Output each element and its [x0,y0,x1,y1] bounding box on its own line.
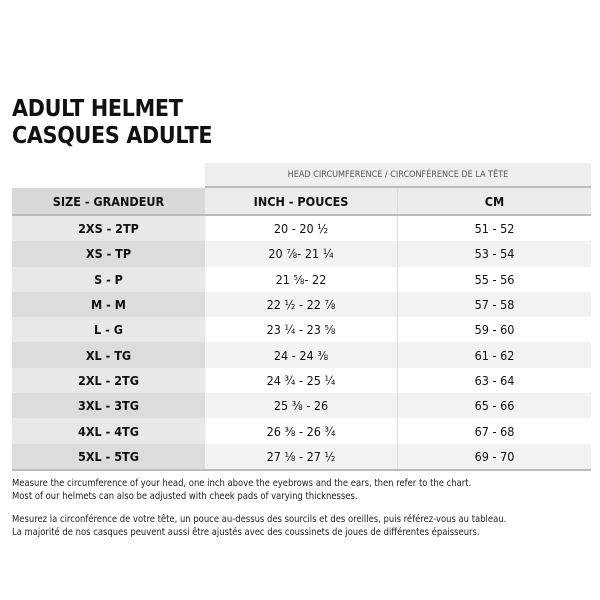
cell-size: 4XL - 4TG [12,418,205,444]
cell-inch: 23 ¼ - 23 ⅝ [205,317,398,343]
cell-cm: 67 - 68 [398,418,591,444]
note-fr-1: Mesurez la circonférence de votre tête, … [12,514,507,525]
notes: Measure the circumference of your head, … [12,478,506,550]
cell-size: 3XL - 3TG [12,393,205,419]
cell-size: 5XL - 5TG [12,443,205,469]
size-chart-table: HEAD CIRCUMFERENCE / CIRCONFÉRENCE DE LA… [12,163,591,471]
cell-size: XL - TG [12,342,205,368]
cell-cm: 57 - 58 [398,291,591,318]
cell-cm: 61 - 62 [398,342,591,368]
table-row: XL - TG 24 - 24 ⅜ 61 - 62 [12,342,591,368]
note-en-1: Measure the circumference of your head, … [12,478,472,489]
table-row: 2XL - 2TG 24 ¾ - 25 ¼ 63 - 64 [12,367,591,394]
header-row: SIZE - GRANDEUR INCH - POUCES CM [12,188,591,216]
cell-size: XS - TP [12,241,205,267]
cell-cm: 55 - 56 [398,266,591,292]
page-title: ADULT HELMET CASQUES ADULTE [12,96,212,150]
cell-cm: 63 - 64 [398,367,591,394]
column-header-size: SIZE - GRANDEUR [12,188,205,214]
note-en-2: Most of our helmets can also be adjusted… [12,490,358,502]
cell-inch: 20 ⅞- 21 ¼ [205,241,398,267]
table-row: 5XL - 5TG 27 ⅛ - 27 ½ 69 - 70 [12,443,591,471]
cell-size: S - P [12,266,205,292]
cell-cm: 65 - 66 [398,393,591,419]
table-row: 4XL - 4TG 26 ⅜ - 26 ¾ 67 - 68 [12,418,591,444]
cell-inch: 24 ¾ - 25 ¼ [205,367,398,394]
cell-inch: 27 ⅛ - 27 ½ [205,443,398,469]
column-header-inch: INCH - POUCES [205,188,398,214]
cell-inch: 21 ⅝- 22 [205,266,398,292]
cell-inch: 26 ⅜ - 26 ¾ [205,418,398,444]
cell-cm: 53 - 54 [398,241,591,267]
note-fr-2: La majorité de nos casques peuvent aussi… [12,526,480,538]
table-row: 3XL - 3TG 25 ⅜ - 26 65 - 66 [12,393,591,419]
cell-size: L - G [12,317,205,343]
table-row: XS - TP 20 ⅞- 21 ¼ 53 - 54 [12,241,591,267]
cell-cm: 69 - 70 [398,443,591,469]
table-row: L - G 23 ¼ - 23 ⅝ 59 - 60 [12,317,591,343]
group-header: HEAD CIRCUMFERENCE / CIRCONFÉRENCE DE LA… [205,163,591,188]
cell-cm: 51 - 52 [398,216,591,242]
table-row: 2XS - 2TP 20 - 20 ½ 51 - 52 [12,216,591,242]
cell-inch: 20 - 20 ½ [205,216,398,242]
title-en: ADULT HELMET [12,96,183,122]
cell-size: 2XL - 2TG [12,367,205,394]
column-header-cm: CM [398,188,591,214]
cell-inch: 24 - 24 ⅜ [205,342,398,368]
table-row: S - P 21 ⅝- 22 55 - 56 [12,266,591,292]
cell-inch: 22 ½ - 22 ⅞ [205,291,398,318]
cell-size: M - M [12,291,205,318]
cell-size: 2XS - 2TP [12,216,205,242]
cell-inch: 25 ⅜ - 26 [205,393,398,419]
title-fr: CASQUES ADULTE [12,123,213,149]
table-row: M - M 22 ½ - 22 ⅞ 57 - 58 [12,291,591,318]
cell-cm: 59 - 60 [398,317,591,343]
